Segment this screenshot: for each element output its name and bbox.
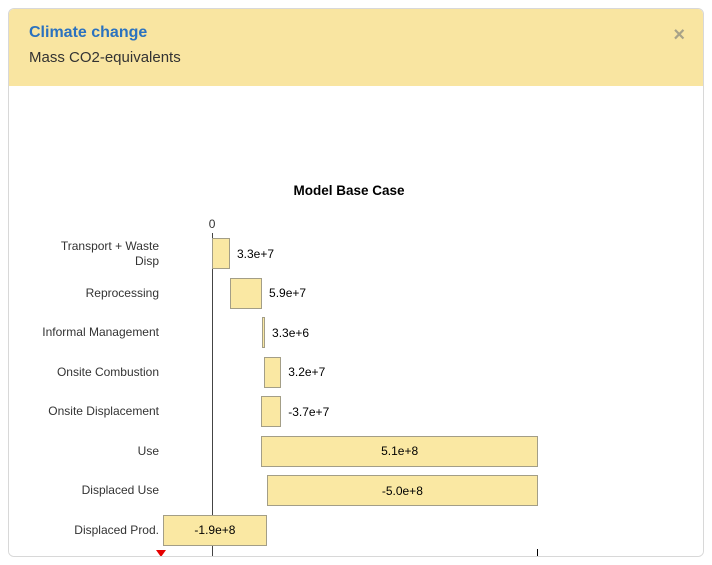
category-label: Displaced Prod.: [74, 522, 159, 537]
waterfall-bar: [261, 396, 282, 427]
category-label: Use: [137, 443, 159, 458]
dialog-subtitle: Mass CO2-equivalents: [29, 49, 181, 66]
waterfall-bar: [263, 356, 282, 388]
dialog-title: Climate change: [29, 24, 148, 41]
category-label: Transport + Waste Disp: [60, 238, 159, 268]
bar-value-label: -3.7e+7: [288, 404, 330, 419]
bar-value-label: -1.9e+8: [194, 523, 236, 537]
bar-value-label: 3.3e+6: [272, 325, 310, 340]
zero-axis-label: 0: [208, 217, 216, 231]
chart-title: Model Base Case: [293, 183, 405, 198]
waterfall-bar: [212, 238, 230, 269]
waterfall-bar: [261, 435, 539, 467]
bar-value-label: 3.2e+7: [288, 365, 326, 379]
category-label: Onsite Displacement: [48, 404, 159, 418]
dialog-header: Climate change Mass CO2-equivalents ×: [9, 9, 703, 86]
close-icon[interactable]: ×: [673, 24, 685, 46]
bar-value-label: -5.0e+8: [381, 483, 423, 498]
dialog-body: Model Base Case 0 Transport + Waste Disp 3…: [9, 86, 703, 556]
waterfall-bar: [262, 317, 266, 348]
category-label: Onsite Combustion: [56, 364, 159, 379]
total-marker-icon: [156, 550, 166, 556]
waterfall-bar: [163, 514, 267, 546]
waterfall-bar: [266, 475, 539, 506]
waterfall-chart: Model Base Case 0 Transport + Waste Disp 3…: [9, 86, 703, 556]
x-axis-max-tick: [537, 549, 538, 556]
zero-axis-line: [212, 233, 214, 556]
climate-change-dialog: Climate change Mass CO2-equivalents × Mo…: [8, 8, 704, 557]
waterfall-bar: [229, 277, 263, 309]
category-label: Informal Management: [42, 325, 159, 339]
bar-value-label: 5.1e+8: [381, 444, 419, 458]
bar-value-label: 5.9e+7: [269, 286, 307, 300]
category-label: Reprocessing: [85, 285, 159, 300]
category-label: Displaced Use: [81, 483, 159, 497]
bar-value-label: 3.3e+7: [236, 246, 275, 261]
